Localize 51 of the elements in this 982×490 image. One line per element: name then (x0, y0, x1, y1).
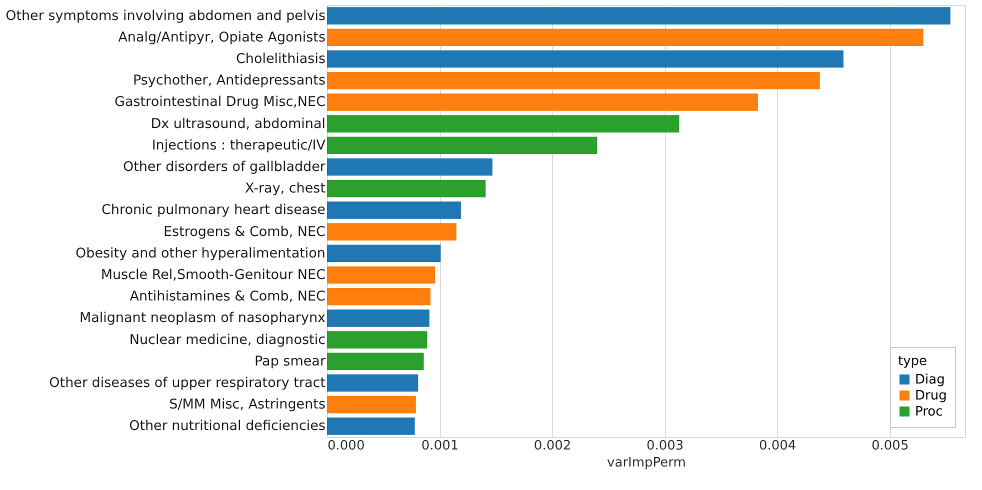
y-tick-label: Analg/Antipyr, Opiate Agonists (118, 29, 326, 46)
x-axis-title: varImpPerm (607, 456, 686, 470)
bar (327, 7, 950, 24)
x-tick-label: 0.000 (328, 438, 365, 454)
legend-label: Drug (915, 388, 947, 404)
y-tick-label: Other disorders of gallbladder (122, 159, 326, 175)
x-tick-label: 0.002 (534, 438, 572, 454)
bar (327, 310, 430, 327)
y-tick-label: Gastrointestinal Drug Misc,NEC (114, 94, 326, 110)
y-tick-label: Other nutritional deficiencies (129, 418, 326, 434)
legend-label: Proc (915, 404, 943, 420)
y-tick-label: Antihistamines & Comb, NEC (130, 288, 326, 305)
bar (327, 418, 415, 435)
bar (327, 396, 416, 414)
bar (327, 244, 441, 262)
y-tick-label: Obesity and other hyperalimentation (76, 245, 326, 262)
legend-title: type (898, 354, 928, 369)
bar (327, 180, 486, 198)
y-tick-label: Psychother, Antidepressants (132, 72, 326, 89)
bar (327, 115, 680, 132)
x-tick-label: 0.003 (646, 438, 684, 454)
bar (327, 352, 424, 370)
bar (327, 158, 492, 176)
y-tick-label: S/MM Misc, Astringents (169, 396, 326, 413)
y-tick-label: Nuclear medicine, diagnostic (129, 332, 326, 348)
bar (327, 288, 431, 306)
y-tick-label: Chronic pulmonary heart disease (101, 202, 326, 218)
y-tick-label: Injections : therapeutic/IV (152, 137, 326, 154)
x-tick-label: 0.005 (872, 438, 909, 454)
x-tick-label: 0.001 (421, 438, 459, 454)
y-tick-label: Estrogens & Comb, NEC (164, 224, 326, 240)
y-tick-label: Other symptoms involving abdomen and pelvis (6, 8, 326, 24)
bar (327, 94, 758, 111)
bar (327, 266, 436, 284)
y-tick-label: Muscle Rel,Smooth-Genitour NEC (100, 267, 326, 283)
bar (327, 331, 428, 348)
bar (327, 202, 461, 219)
bar (327, 374, 418, 392)
y-tick-label: Other diseases of upper respiratory tract (49, 375, 326, 391)
y-tick-label: X-ray, chest (245, 180, 326, 197)
y-tick-label: Cholelithiasis (236, 51, 326, 67)
x-tick-label: 0.004 (758, 438, 796, 454)
legend-label: Diag (915, 372, 945, 388)
y-tick-label: Dx ultrasound, abdominal (150, 116, 326, 132)
bar (327, 50, 844, 68)
y-tick-label: Malignant neoplasm of nasopharynx (79, 310, 326, 326)
bar (327, 28, 924, 46)
y-tick-label: Pap smear (254, 353, 326, 370)
bar (327, 72, 820, 90)
bar (327, 223, 456, 240)
bar (327, 136, 598, 154)
